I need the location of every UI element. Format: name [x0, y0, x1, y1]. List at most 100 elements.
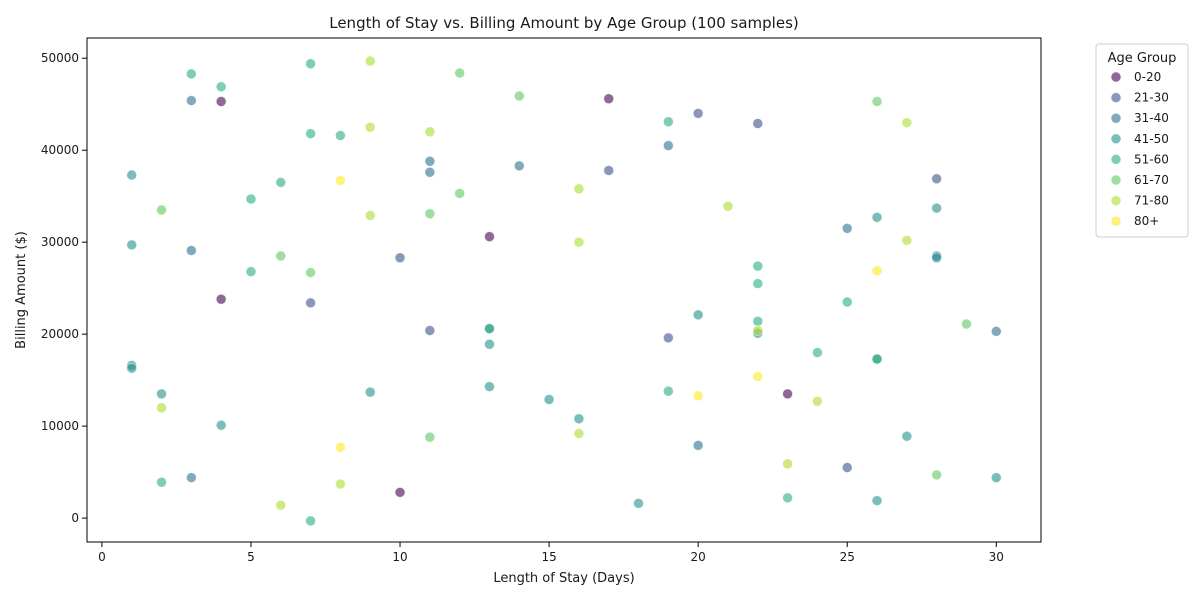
data-point [424, 325, 436, 336]
data-point [782, 458, 793, 470]
legend-box [1095, 43, 1189, 238]
legend-label: 61-70 [1134, 173, 1169, 187]
data-point [692, 108, 704, 119]
legend-label: 0-20 [1134, 70, 1161, 84]
data-point [156, 476, 167, 488]
data-point [841, 296, 853, 308]
x-tick-label: 25 [840, 550, 855, 564]
data-point [931, 252, 943, 264]
legend: Age Group 0-20 21-30 31-40 41-50 51-60 61-70 7… [1095, 43, 1189, 238]
y-tick-label: 50000 [41, 51, 79, 65]
legend-label: 80+ [1134, 214, 1159, 228]
data-point [662, 385, 674, 397]
data-point [662, 332, 674, 344]
data-point [722, 200, 734, 212]
y-tick-label: 20000 [41, 327, 79, 341]
x-tick-label: 0 [98, 550, 106, 564]
data-point [513, 160, 525, 172]
data-point [305, 128, 316, 140]
data-point [215, 293, 227, 305]
y-tick-label: 10000 [41, 419, 79, 433]
data-point [662, 140, 674, 152]
data-point [335, 441, 346, 453]
data-point [871, 353, 883, 365]
data-point [126, 362, 138, 374]
data-point [782, 492, 793, 504]
data-point [156, 204, 167, 216]
data-point [484, 338, 495, 350]
data-point [126, 239, 138, 251]
data-point [364, 55, 376, 67]
legend-item: 0-20 [1110, 70, 1161, 84]
data-point [543, 394, 555, 405]
data-point [394, 486, 406, 498]
data-point [424, 155, 436, 167]
data-point [692, 309, 704, 321]
data-point [692, 440, 704, 451]
legend-marker [1110, 153, 1122, 165]
data-point [931, 469, 943, 481]
data-point [752, 118, 764, 129]
data-point [812, 395, 823, 407]
legend-marker [1110, 71, 1122, 83]
y-tick-label: 40000 [41, 143, 79, 157]
data-point [752, 371, 764, 382]
data-point [454, 67, 466, 79]
y-axis-label: Billing Amount ($) [14, 231, 29, 349]
data-point [901, 117, 913, 129]
data-point [573, 236, 585, 248]
data-point [841, 222, 853, 234]
data-point [364, 121, 376, 133]
data-point [484, 381, 495, 392]
plot-area: 0 5 10 15 20 25 30 0 10000 20000 30000 40000 50000 [41, 37, 1042, 564]
data-point [782, 388, 793, 400]
data-point [305, 297, 316, 309]
data-point [484, 231, 495, 243]
data-point [513, 90, 525, 102]
data-point [215, 96, 227, 107]
data-point [364, 386, 376, 398]
legend-marker [1110, 92, 1122, 103]
x-axis-label: Length of Stay (Days) [493, 571, 634, 586]
data-point [692, 390, 704, 402]
data-point [126, 169, 138, 181]
data-point [424, 431, 436, 443]
data-point [245, 193, 257, 205]
x-axis-ticks: 0 5 10 15 20 25 30 [98, 542, 1004, 564]
legend-item: 80+ [1110, 214, 1159, 228]
data-point [156, 402, 167, 414]
x-tick-label: 5 [247, 550, 255, 564]
data-point [335, 175, 346, 186]
data-point [305, 58, 316, 70]
data-point [484, 323, 495, 335]
data-point [931, 173, 943, 185]
series-51-60 [156, 58, 883, 527]
data-point [871, 96, 883, 107]
data-point [901, 234, 913, 246]
data-point [961, 318, 972, 330]
series-41-50 [126, 169, 1002, 509]
data-point [841, 462, 853, 473]
x-tick-label: 10 [392, 550, 407, 564]
data-point [215, 81, 227, 93]
legend-item: 21-30 [1110, 91, 1169, 105]
y-tick-label: 0 [71, 511, 79, 525]
data-point [275, 250, 287, 262]
legend-items: 0-20 21-30 31-40 41-50 51-60 61-70 71-80 80+ [1110, 70, 1169, 228]
data-point [185, 245, 197, 256]
y-axis-ticks: 0 10000 20000 30000 40000 50000 [41, 51, 87, 525]
data-point [573, 413, 585, 425]
data-point [603, 93, 615, 105]
series-71-80 [156, 55, 913, 511]
series-80+ [335, 175, 883, 453]
data-point [305, 267, 316, 278]
data-point [752, 325, 764, 336]
data-point [335, 478, 346, 490]
x-tick-label: 30 [989, 550, 1004, 564]
data-point [662, 116, 674, 128]
data-point [603, 165, 615, 176]
x-tick-label: 20 [691, 550, 706, 564]
data-point [245, 266, 257, 278]
data-point [364, 210, 376, 221]
